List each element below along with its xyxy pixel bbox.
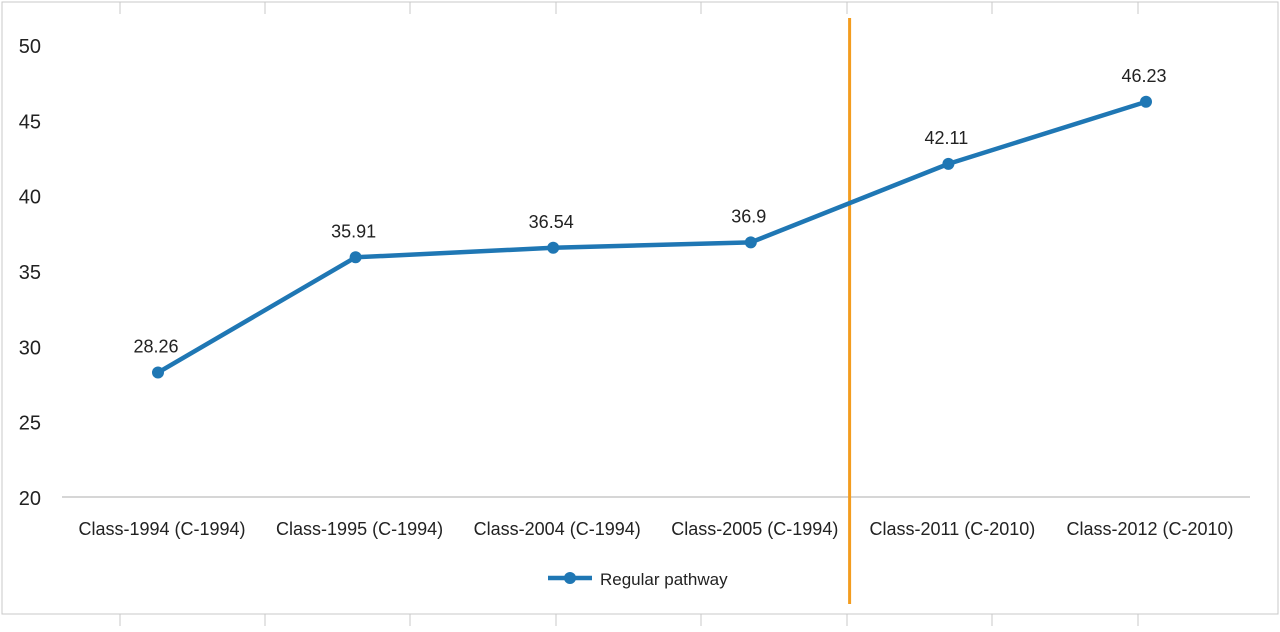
y-tick-label: 40 — [19, 187, 41, 209]
chart-frame — [1, 1, 1279, 615]
data-point — [1140, 95, 1152, 108]
legend: Regular pathway — [548, 570, 728, 589]
y-tick-label: 45 — [19, 111, 41, 133]
data-point — [152, 366, 164, 379]
series-line — [155, 99, 1149, 375]
data-label: 46.23 — [1121, 66, 1166, 86]
data-label: 42.11 — [925, 128, 969, 148]
x-tick-label: Class-1995 (C-1994) — [276, 519, 443, 539]
data-point — [744, 236, 757, 249]
y-tick-label: 50 — [19, 36, 41, 58]
y-tick-label: 30 — [19, 337, 41, 359]
x-axis: Class-1994 (C-1994) Class-1995 (C-1994) Cl… — [62, 496, 1250, 539]
legend-label: Regular pathway — [600, 570, 728, 589]
x-tick-label: Class-2011 (C-2010) — [870, 519, 1036, 539]
x-tick-label: Class-2012 (C-2010) — [1066, 519, 1233, 539]
data-point — [547, 241, 560, 254]
x-tick-label: Class-1994 (C-1994) — [78, 519, 245, 539]
data-label: 28.26 — [133, 337, 178, 357]
y-axis: 20 25 30 35 40 45 50 — [19, 36, 41, 510]
series-layer: 28.26 35.91 36.54 36.9 42.11 46.23 — [133, 66, 1167, 379]
data-point — [349, 251, 362, 264]
outer-tick-marks — [119, 2, 1139, 626]
x-tick-label: Class-2005 (C-1994) — [671, 519, 838, 539]
y-tick-label: 35 — [19, 262, 41, 284]
legend-swatch-marker — [564, 572, 576, 584]
data-label: 36.54 — [529, 212, 574, 232]
data-label: 36.9 — [731, 206, 766, 226]
y-tick-label: 25 — [19, 413, 41, 435]
data-point — [942, 157, 955, 170]
x-tick-label: Class-2004 (C-1994) — [474, 519, 641, 539]
data-label: 35.91 — [331, 221, 376, 241]
y-tick-label: 20 — [19, 488, 41, 510]
